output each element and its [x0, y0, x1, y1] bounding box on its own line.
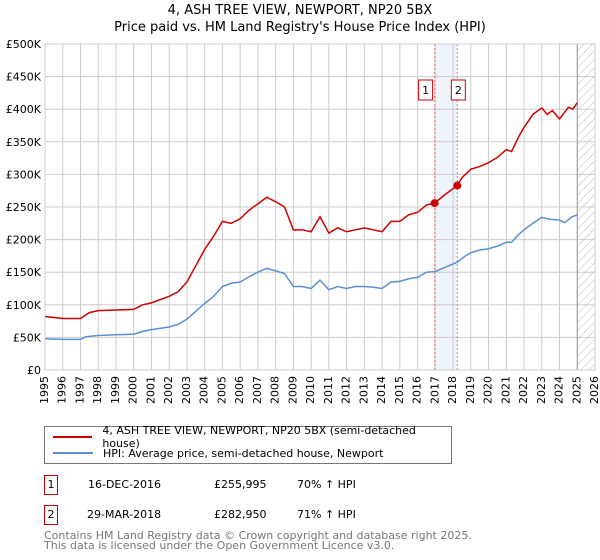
plot-frame: [44, 43, 596, 371]
footer: Contains HM Land Registry data © Crown c…: [44, 529, 472, 552]
x-tick-label: 2023: [535, 376, 548, 404]
transaction-date: 16-DEC-2016: [88, 478, 162, 491]
x-tick-label: 1995: [38, 376, 51, 404]
x-tick-label: 2015: [393, 376, 406, 404]
sale-point: [453, 181, 462, 190]
x-tick-label: 1999: [109, 376, 122, 404]
transaction-price: £282,950: [214, 508, 267, 521]
price-chart: 1995 1996 1997 1998 1999 2000 2001 2002 2003 2004…: [6, 38, 600, 404]
x-tick-label: 2001: [144, 376, 157, 404]
x-tick-label: 2017: [428, 376, 441, 404]
x-tick-label: 2019: [464, 376, 477, 404]
sale-badge: [450, 79, 466, 101]
y-tick-label: £300K: [6, 168, 42, 181]
forecast-hatch: [577, 44, 595, 370]
transaction-row: 1 16-DEC-2016 £255,995 70% ↑ HPI: [44, 475, 444, 495]
x-tick-label: 1998: [91, 376, 104, 404]
legend-item-hpi: HPI: Average price, semi-detached house,…: [53, 446, 383, 460]
x-tick-label: 1997: [73, 376, 86, 404]
chart-subtitle: Price paid vs. HM Land Registry's House …: [114, 20, 486, 35]
chart-title: 4, ASH TREE VIEW, NEWPORT, NP20 5BX: [167, 3, 433, 18]
x-tick-label: 2008: [269, 376, 282, 404]
y-tick-label: £150K: [6, 266, 42, 279]
marker-badge: 2: [44, 505, 58, 525]
x-tick-label: 2016: [411, 376, 424, 404]
x-tick-label: 2012: [340, 376, 353, 404]
x-tick-label: 2002: [162, 376, 175, 404]
x-tick-label: 2022: [517, 376, 530, 404]
x-tick-label: 2010: [304, 376, 317, 404]
legend-swatch-blue: [53, 452, 93, 454]
x-tick-label: 2020: [482, 376, 495, 404]
legend-swatch-red: [53, 436, 93, 438]
sale-badge: [418, 79, 434, 101]
sale-badge-label: 2: [455, 84, 462, 97]
legend-label: HPI: Average price, semi-detached house,…: [103, 446, 384, 460]
y-tick-label: £500K: [6, 38, 42, 51]
x-tick-label: 2014: [375, 376, 388, 404]
x-tick-label: 2011: [322, 376, 335, 404]
marker-badge: 1: [44, 475, 58, 495]
transaction-row: 2 29-MAR-2018 £282,950 71% ↑ HPI: [44, 505, 444, 525]
x-tick-label: 2013: [357, 376, 370, 404]
y-tick-label: £450K: [6, 71, 42, 84]
x-tick-label: 2026: [588, 376, 600, 404]
sale-badge-label: 1: [422, 84, 429, 97]
y-tick-label: £400K: [6, 103, 42, 116]
x-tick-label: 2024: [553, 376, 566, 404]
y-tick-label: £250K: [6, 201, 42, 214]
y-tick-label: £350K: [6, 136, 42, 149]
transaction-date: 29-MAR-2018: [87, 508, 162, 521]
price-paid-line: [44, 102, 578, 320]
x-tick-label: 2003: [180, 376, 193, 404]
transaction-hpi: 70% ↑ HPI: [297, 478, 356, 491]
x-tick-label: 2006: [233, 376, 246, 404]
x-tick-label: 2009: [286, 376, 299, 404]
footer-copyright: Contains HM Land Registry data © Crown c…: [44, 529, 472, 542]
x-tick-label: 2025: [570, 376, 583, 404]
x-tick-label: 2018: [446, 376, 459, 404]
x-tick-label: 2007: [251, 376, 264, 404]
legend-label: 4, ASH TREE VIEW, NEWPORT, NP20 5BX (sem…: [102, 424, 416, 450]
y-tick-label: £0: [27, 364, 41, 377]
x-tick-label: 2000: [127, 376, 140, 404]
y-tick-label: £50K: [13, 331, 42, 344]
legend: 4, ASH TREE VIEW, NEWPORT, NP20 5BX (sem…: [44, 424, 452, 464]
x-tick-label: 1996: [56, 376, 69, 404]
transaction-hpi: 71% ↑ HPI: [297, 508, 356, 521]
y-tick-label: £100K: [6, 299, 42, 312]
transaction-price: £255,995: [214, 478, 267, 491]
hpi-line: [44, 214, 578, 341]
x-tick-label: 2005: [215, 376, 228, 404]
sale-point: [430, 199, 439, 208]
legend-item-property: 4, ASH TREE VIEW, NEWPORT, NP20 5BX (sem…: [53, 424, 451, 450]
x-tick-label: 2021: [499, 376, 512, 404]
y-tick-label: £200K: [6, 234, 42, 247]
x-tick-label: 2004: [198, 376, 211, 404]
footer-licence: This data is licensed under the Open Gov…: [44, 539, 395, 552]
